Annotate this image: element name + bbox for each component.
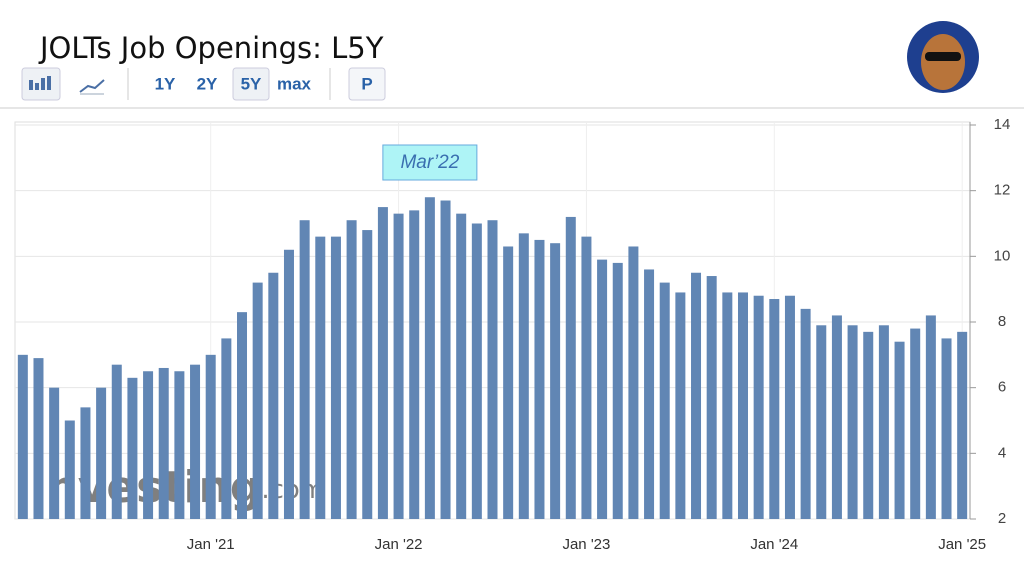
title: JOLTs Job Openings: L5Y — [38, 31, 384, 65]
y-tick-label: 2 — [998, 510, 1006, 527]
y-tick-label: 6 — [998, 379, 1006, 396]
bar — [597, 259, 608, 519]
range-button[interactable]: max — [277, 74, 312, 93]
bar — [659, 282, 670, 519]
bar — [252, 282, 263, 519]
bar — [550, 243, 561, 519]
bar — [800, 308, 811, 519]
x-tick-label: Jan '25 — [938, 536, 986, 553]
x-tick-label: Jan '21 — [187, 536, 235, 553]
line-icon[interactable] — [79, 79, 105, 93]
bar — [691, 272, 702, 519]
bar — [80, 407, 91, 519]
bar — [925, 315, 936, 519]
bar — [330, 236, 341, 519]
bar — [706, 276, 717, 519]
bar — [816, 325, 827, 519]
bar — [283, 249, 294, 519]
bar — [910, 328, 921, 519]
bar — [440, 200, 451, 519]
bar — [96, 387, 107, 519]
bar — [581, 236, 592, 519]
bar — [612, 262, 623, 519]
bar — [17, 354, 28, 519]
button-frame[interactable] — [232, 67, 270, 101]
bar — [831, 315, 842, 519]
bar — [769, 299, 780, 519]
bar — [158, 367, 169, 519]
bar — [190, 364, 201, 519]
bar — [111, 364, 122, 519]
y-tick-label: 12 — [994, 182, 1011, 199]
bar — [424, 197, 435, 519]
bar — [503, 246, 514, 519]
bar — [174, 371, 185, 519]
bar — [518, 233, 529, 519]
bar — [205, 354, 216, 519]
bar — [143, 371, 154, 519]
bar — [315, 236, 326, 519]
bar — [784, 295, 795, 519]
bar — [299, 220, 310, 519]
y-tick-label: 8 — [998, 313, 1006, 330]
bar — [409, 210, 420, 519]
avatar — [907, 21, 979, 93]
bar — [894, 341, 905, 519]
bar — [941, 338, 952, 519]
bar — [49, 387, 60, 519]
bar — [64, 420, 75, 519]
bar — [487, 220, 498, 519]
range-button[interactable]: 1Y — [155, 74, 176, 93]
bar — [377, 207, 388, 520]
bar — [221, 338, 232, 519]
x-tick-label: Jan '23 — [562, 536, 610, 553]
bar — [863, 331, 874, 519]
bar — [644, 269, 655, 519]
x-tick-label: Jan '24 — [750, 536, 798, 553]
bar — [471, 223, 482, 519]
bar — [237, 312, 248, 519]
range-button[interactable]: P — [361, 74, 372, 93]
bar — [33, 358, 44, 519]
bar — [737, 292, 748, 519]
bar — [346, 220, 357, 519]
bar — [628, 246, 639, 519]
bar — [675, 292, 686, 519]
tooltip-box — [382, 144, 478, 181]
y-tick-label: 10 — [994, 247, 1011, 264]
y-tick-label: 14 — [994, 116, 1011, 133]
bar — [456, 213, 467, 519]
bar — [847, 325, 858, 519]
range-button[interactable]: 5Y — [241, 74, 262, 93]
x-tick-label: Jan '22 — [375, 536, 423, 553]
bar — [753, 295, 764, 519]
bar — [534, 239, 545, 519]
bar — [957, 331, 968, 519]
range-button[interactable]: 2Y — [197, 74, 218, 93]
bar — [127, 377, 138, 519]
tooltip-label: Mar’22 — [400, 152, 459, 173]
bar — [722, 292, 733, 519]
y-tick-label: 4 — [998, 444, 1006, 461]
bar-icon — [29, 76, 51, 90]
bar — [268, 272, 279, 519]
button-frame[interactable] — [348, 67, 386, 101]
bar — [878, 325, 889, 519]
bar — [565, 216, 576, 519]
bar — [393, 213, 404, 519]
bar — [362, 230, 373, 520]
